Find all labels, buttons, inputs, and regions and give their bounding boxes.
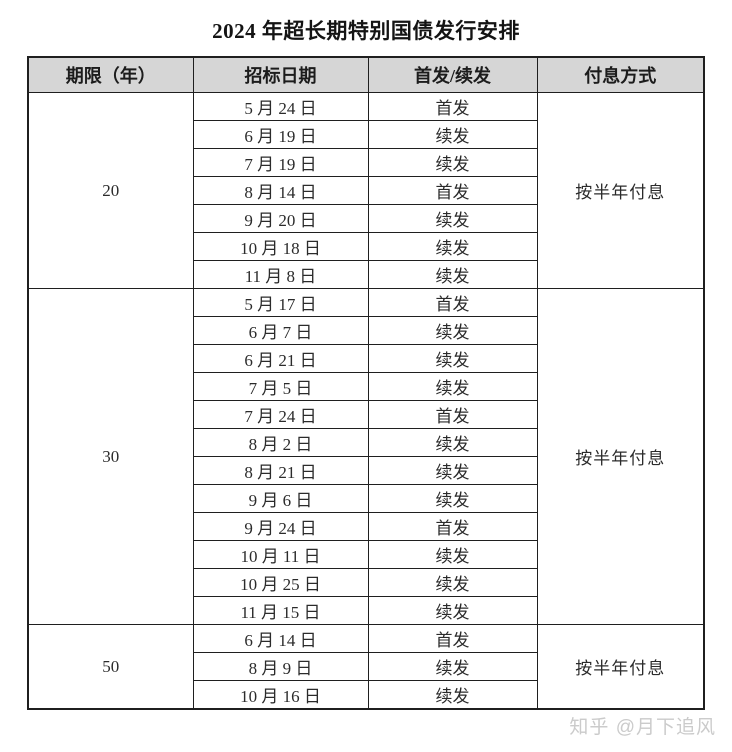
issue-type-cell: 首发 [367,624,538,653]
issue-type-cell: 续发 [367,652,538,681]
issue-type-cell: 续发 [367,204,538,233]
bid-date-cell: 9 月 24 日 [192,512,369,541]
bid-date-cell: 10 月 25 日 [192,568,369,597]
table-row: 10 月 25 日续发 [28,568,704,597]
bid-date-cell: 7 月 24 日 [192,400,369,429]
table-row: 10 月 11 日续发 [28,540,704,569]
table-row: 6 月 19 日续发 [28,120,704,149]
issue-type-cell: 首发 [367,92,538,121]
table-row: 8 月 9 日续发 [28,652,704,681]
bid-date-cell: 6 月 19 日 [192,120,369,149]
page: 2024 年超长期特别国债发行安排 期限（年） 招标日期 首发/续发 付息方式 … [27,19,715,738]
table-row: 10 月 18 日续发 [28,232,704,261]
issue-type-cell: 续发 [367,372,538,401]
header-issue-type: 首发/续发 [367,56,538,93]
header-row: 期限（年） 招标日期 首发/续发 付息方式 [27,56,705,93]
table-row: 6 月 7 日续发 [28,316,704,345]
issue-type-cell: 续发 [367,456,538,485]
page-title: 2024 年超长期特别国债发行安排 [212,19,520,43]
payment-method-cell: 按半年付息 [536,92,705,289]
table-row: 30 5 月 17 日首发 按半年付息 [27,288,705,625]
issue-type-cell: 续发 [367,316,538,345]
table-row: 50 6 月 14 日首发 按半年付息 [27,624,705,710]
issue-type-cell: 续发 [367,568,538,597]
term-cell: 50 [27,624,194,710]
bid-date-cell: 6 月 7 日 [192,316,369,345]
issue-type-cell: 续发 [367,540,538,569]
header-bid-date: 招标日期 [192,56,369,93]
table-row: 6 月 21 日续发 [28,344,704,373]
table-row: 7 月 24 日首发 [28,400,704,429]
bid-date-cell: 8 月 21 日 [192,456,369,485]
watermark: 知乎 @月下追风 [569,717,716,738]
table-row: 9 月 20 日续发 [28,204,704,233]
bid-date-cell: 5 月 24 日 [192,92,369,121]
term-cell: 30 [27,288,194,625]
issue-type-cell: 首发 [367,512,538,541]
issue-type-cell: 首发 [367,176,538,205]
bid-date-cell: 11 月 15 日 [192,596,369,625]
issuance-table: 期限（年） 招标日期 首发/续发 付息方式 20 5 月 24 日首发 按半年付息 6… [27,56,705,710]
bid-date-cell: 8 月 14 日 [192,176,369,205]
table-row: 20 5 月 24 日首发 按半年付息 [27,92,705,289]
issue-type-cell: 续发 [367,260,538,289]
bid-date-cell: 7 月 5 日 [192,372,369,401]
bid-date-cell: 8 月 2 日 [192,428,369,457]
issue-type-cell: 续发 [367,484,538,513]
issue-type-cell: 续发 [367,344,538,373]
issue-type-cell: 首发 [367,400,538,429]
table-row: 11 月 15 日续发 [28,596,704,625]
bid-date-cell: 11 月 8 日 [192,260,369,289]
issue-type-cell: 续发 [367,680,538,710]
table-row: 9 月 6 日续发 [28,484,704,513]
table-row: 8 月 14 日首发 [28,176,704,205]
table-row: 8 月 2 日续发 [28,428,704,457]
header-term: 期限（年） [27,56,194,93]
bid-date-cell: 10 月 11 日 [192,540,369,569]
bid-date-cell: 5 月 17 日 [192,288,369,317]
bid-date-cell: 10 月 18 日 [192,232,369,261]
payment-method-cell: 按半年付息 [536,624,705,710]
bid-date-cell: 7 月 19 日 [192,148,369,177]
term-cell: 20 [27,92,194,289]
issue-type-cell: 续发 [367,148,538,177]
issue-type-cell: 续发 [367,232,538,261]
header-payment-method: 付息方式 [536,56,705,93]
table-row: 11 月 8 日续发 [28,260,704,289]
bid-date-cell: 6 月 14 日 [192,624,369,653]
issue-type-cell: 续发 [367,428,538,457]
table-row: 10 月 16 日续发 [28,680,704,710]
issue-type-cell: 首发 [367,288,538,317]
bid-date-cell: 10 月 16 日 [192,680,369,710]
issue-type-cell: 续发 [367,120,538,149]
bid-date-cell: 6 月 21 日 [192,344,369,373]
bid-date-cell: 9 月 6 日 [192,484,369,513]
table-row: 8 月 21 日续发 [28,456,704,485]
bid-date-cell: 8 月 9 日 [192,652,369,681]
issue-type-cell: 续发 [367,596,538,625]
payment-method-cell: 按半年付息 [536,288,705,625]
table-body: 20 5 月 24 日首发 按半年付息 6 月 19 日续发 7 月 19 日续发 8 月… [27,92,705,710]
bid-date-cell: 9 月 20 日 [192,204,369,233]
